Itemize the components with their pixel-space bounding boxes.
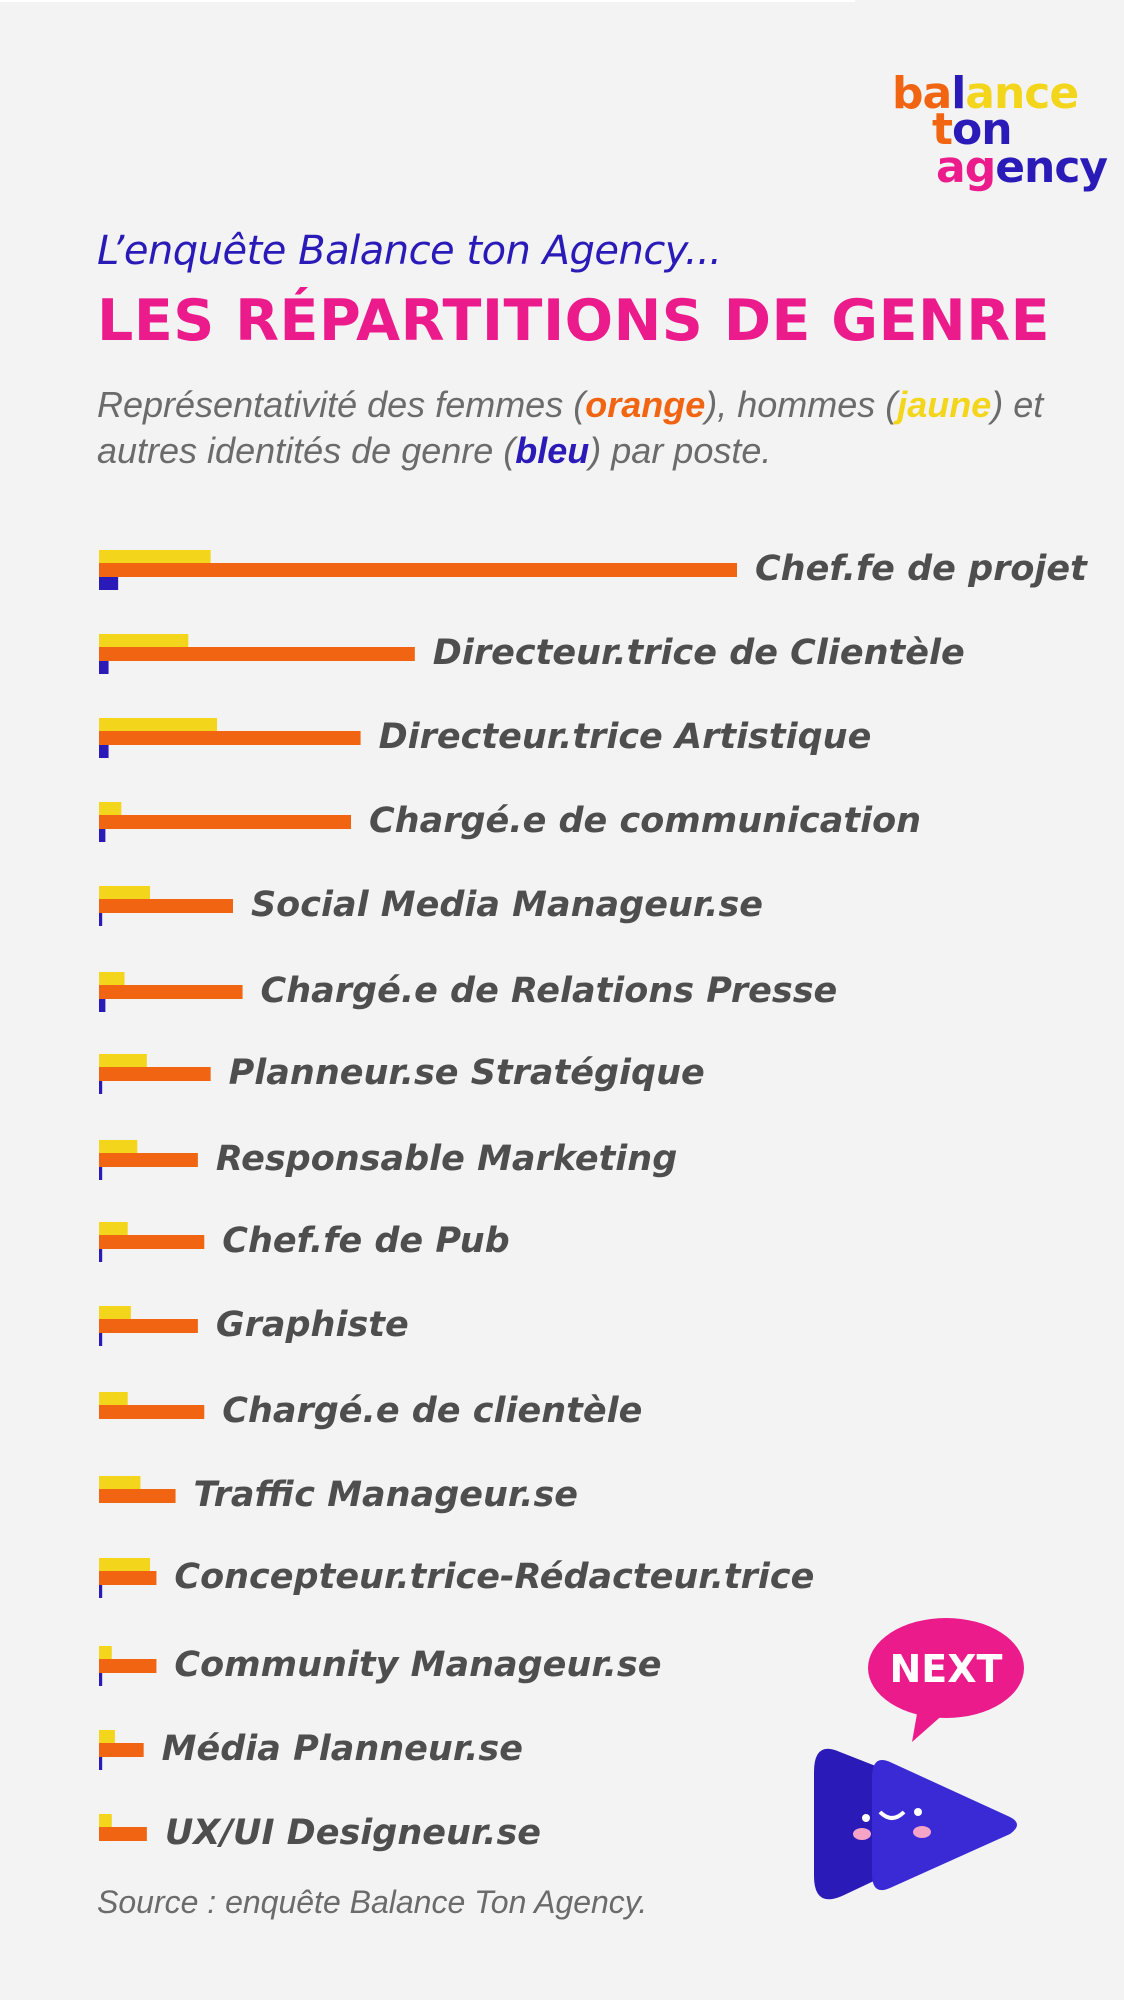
- next-mascot[interactable]: NEXT: [810, 1612, 1050, 1912]
- bar-autres: [99, 661, 109, 674]
- category-label: Planneur.se Stratégique: [229, 1053, 705, 1093]
- balance-ton-agency-logo: balance ton agency: [892, 68, 1108, 193]
- bar-femmes: [99, 731, 361, 745]
- category-label: Chef.fe de projet: [755, 549, 1088, 589]
- top-border: [0, 0, 855, 2]
- bar-femmes: [99, 1153, 198, 1167]
- source-note: Source : enquête Balance Ton Agency.: [97, 1884, 648, 1920]
- category-label: Social Media Manageur.se: [251, 885, 763, 925]
- bar-autres: [99, 745, 109, 758]
- survey-subtitle: L’enquête Balance ton Agency...: [97, 228, 722, 274]
- play-character-icon: [814, 1748, 1017, 1900]
- category-label: Directeur.trice de Clientèle: [433, 633, 965, 673]
- bar-femmes: [99, 1743, 144, 1757]
- bar-autres: [99, 999, 106, 1012]
- bar-autres: [99, 1081, 103, 1094]
- chart-description: Représentativité des femmes (orange), ho…: [97, 384, 1044, 471]
- bar-femmes: [99, 563, 737, 577]
- bar-femmes: [99, 985, 243, 999]
- category-label: UX/UI Designeur.se: [165, 1813, 541, 1853]
- bar-femmes: [99, 1571, 157, 1585]
- category-label: Chargé.e de Relations Presse: [261, 971, 838, 1011]
- bar-femmes: [99, 647, 415, 661]
- bar-autres: [99, 1167, 103, 1180]
- legend-blue: bleu: [515, 430, 590, 471]
- next-speech-bubble[interactable]: NEXT: [868, 1618, 1024, 1742]
- category-label: Chef.fe de Pub: [222, 1221, 509, 1261]
- category-label: Directeur.trice Artistique: [379, 717, 872, 757]
- bar-femmes: [99, 1319, 198, 1333]
- bar-autres: [99, 913, 103, 926]
- category-label: Responsable Marketing: [216, 1139, 677, 1179]
- bar-femmes: [99, 1405, 205, 1419]
- category-label: Chargé.e de communication: [369, 801, 921, 841]
- bar-femmes: [99, 1235, 205, 1249]
- bar-femmes: [99, 1659, 157, 1673]
- category-label: Concepteur.trice-Rédacteur.trice: [174, 1557, 814, 1597]
- bar-autres: [99, 1249, 103, 1262]
- bar-femmes: [99, 1827, 147, 1841]
- bar-femmes: [99, 899, 233, 913]
- category-label: Chargé.e de clientèle: [222, 1391, 642, 1431]
- category-label: Média Planneur.se: [162, 1729, 523, 1769]
- category-label: Traffic Manageur.se: [194, 1475, 579, 1515]
- next-button-label: NEXT: [890, 1647, 1003, 1691]
- bar-autres: [99, 577, 119, 590]
- bar-autres: [99, 1333, 103, 1346]
- page-title: LES RÉPARTITIONS DE GENRE: [97, 288, 1051, 354]
- legend-orange: orange: [585, 384, 706, 425]
- bar-autres: [99, 1673, 103, 1686]
- bar-femmes: [99, 815, 352, 829]
- legend-yellow: jaune: [897, 384, 992, 425]
- bar-autres: [99, 1757, 103, 1770]
- bar-femmes: [99, 1067, 211, 1081]
- bar-autres: [99, 1585, 103, 1598]
- category-label: Graphiste: [216, 1305, 409, 1345]
- category-label: Community Manageur.se: [174, 1645, 661, 1685]
- bar-autres: [99, 829, 106, 842]
- bar-femmes: [99, 1489, 176, 1503]
